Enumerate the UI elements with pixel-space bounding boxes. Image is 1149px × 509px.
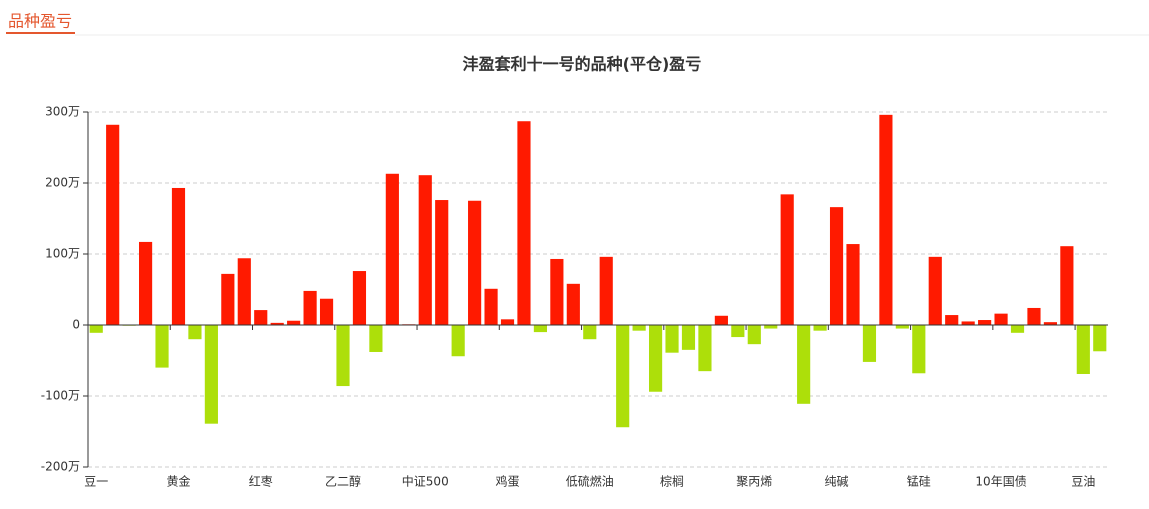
bar	[418, 175, 432, 325]
bar	[912, 325, 926, 374]
bar	[204, 325, 218, 424]
section-title: 品种盈亏	[8, 12, 72, 31]
bar	[319, 298, 334, 325]
bar	[435, 200, 449, 325]
x-tick-label: 豆一	[84, 475, 108, 489]
bar	[270, 322, 284, 325]
bar	[994, 313, 1008, 325]
bar	[1060, 246, 1074, 325]
bar	[813, 325, 827, 331]
bar	[731, 325, 745, 338]
bar	[829, 207, 844, 325]
bar	[961, 321, 975, 325]
bar	[1027, 307, 1041, 325]
bar	[1010, 325, 1025, 333]
bar	[879, 114, 893, 325]
y-tick-label: 200万	[45, 176, 80, 190]
chart-title: 沣盈套利十一号的品种(平仓)盈亏	[463, 55, 702, 74]
bar	[583, 325, 597, 340]
bar	[665, 325, 679, 353]
bar	[468, 200, 482, 325]
bar	[254, 310, 268, 325]
bar	[862, 325, 877, 362]
bar	[895, 325, 909, 329]
bar	[89, 325, 103, 333]
bar	[714, 315, 728, 325]
bar	[599, 256, 613, 325]
bar	[1076, 325, 1090, 374]
bar	[533, 325, 547, 333]
bar	[188, 325, 202, 340]
x-tick-label: 中证500	[402, 474, 449, 489]
bar	[1093, 325, 1107, 352]
bar	[155, 325, 169, 368]
x-tick-label: 乙二醇	[325, 474, 361, 489]
bar	[550, 258, 564, 325]
y-tick-label: -200万	[41, 460, 80, 474]
bar	[106, 124, 120, 325]
x-tick-label: 锰硅	[907, 474, 931, 489]
bar	[698, 325, 712, 372]
x-tick-label: 低硫燃油	[566, 474, 614, 489]
y-tick-label: 0	[72, 318, 80, 332]
bar	[846, 244, 860, 325]
x-tick-label: 纯碱	[825, 475, 849, 489]
x-tick-label: 鸡蛋	[496, 474, 520, 489]
x-tick-label: 10年国债	[975, 475, 1026, 489]
bar	[747, 325, 761, 345]
x-tick-label: 棕榈	[660, 474, 684, 489]
bar	[237, 258, 251, 325]
bar	[1043, 322, 1057, 325]
bar	[978, 320, 992, 325]
bar	[303, 290, 317, 325]
x-tick-label: 黄金	[166, 474, 190, 489]
bar	[764, 325, 778, 329]
bar	[616, 325, 630, 428]
bar	[451, 325, 465, 357]
bar	[566, 283, 580, 325]
bar	[139, 241, 153, 325]
y-tick-label: 300万	[45, 105, 80, 119]
bar	[780, 194, 794, 325]
bar	[352, 271, 367, 325]
bar	[797, 325, 811, 404]
bar	[336, 325, 350, 387]
bar	[500, 319, 515, 325]
bar	[517, 121, 531, 325]
bar	[928, 256, 942, 325]
bar	[369, 325, 383, 352]
x-tick-label: 豆油	[1071, 475, 1095, 489]
x-tick-label: 红枣	[249, 474, 273, 489]
y-tick-label: -100万	[41, 389, 80, 403]
bar	[649, 325, 663, 392]
bar	[945, 315, 959, 325]
bar	[287, 320, 301, 325]
bar	[484, 288, 498, 325]
x-tick-label: 聚丙烯	[736, 475, 772, 489]
bar	[221, 273, 235, 325]
bar	[171, 187, 186, 325]
bar	[681, 325, 696, 350]
bar	[632, 325, 646, 331]
bar	[385, 173, 399, 325]
y-tick-label: 100万	[45, 247, 80, 261]
